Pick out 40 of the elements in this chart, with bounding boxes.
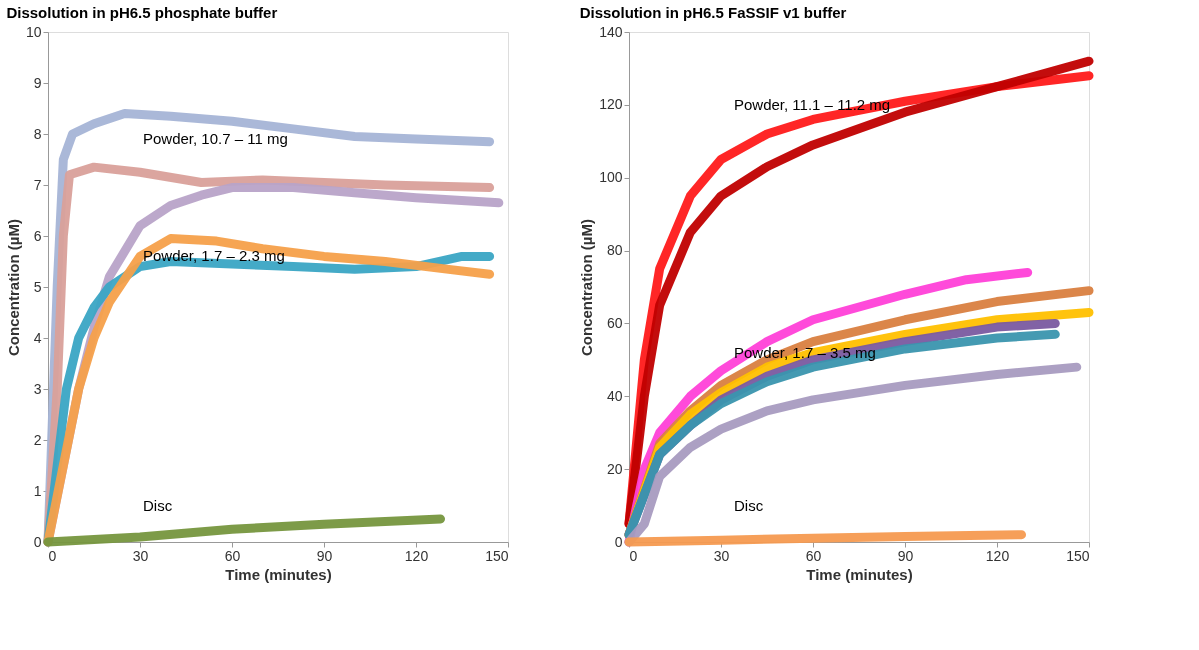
- y-tick-label: 20: [606, 460, 623, 477]
- x-tick-label: 90: [316, 547, 333, 564]
- y-tick-label: 7: [33, 176, 42, 193]
- y-tick-label: 10: [25, 23, 42, 40]
- y-tick-label: 4: [33, 329, 42, 346]
- x-tick-label: 0: [48, 547, 57, 564]
- y-tick-label: 6: [33, 227, 42, 244]
- x-tick-label: 120: [985, 547, 1010, 564]
- chart-title: Dissolution in pH6.5 phosphate buffer: [6, 4, 278, 21]
- y-tick-label: 8: [33, 125, 42, 142]
- y-tick-label: 140: [599, 23, 623, 40]
- annotation: Disc: [734, 497, 764, 514]
- x-tick-label: 150: [1066, 547, 1090, 564]
- x-tick-label: 90: [897, 547, 914, 564]
- y-tick-label: 9: [33, 74, 42, 91]
- y-tick-label: 2: [33, 431, 42, 448]
- y-axis-title: Concentration (µM): [4, 219, 22, 356]
- chart-title: Dissolution in pH6.5 FaSSIF v1 buffer: [579, 4, 847, 21]
- y-tick-label: 80: [606, 242, 623, 259]
- y-tick-label: 100: [599, 169, 623, 186]
- y-tick-label: 60: [606, 314, 623, 331]
- y-tick-label: 5: [33, 278, 42, 295]
- x-tick-label: 30: [713, 547, 730, 564]
- x-tick-label: 0: [629, 547, 638, 564]
- y-axis-title: Concentration (µM): [578, 219, 596, 356]
- y-tick-label: 0: [33, 533, 42, 550]
- x-tick-label: 60: [224, 547, 241, 564]
- x-tick-label: 120: [404, 547, 429, 564]
- y-tick-label: 3: [33, 380, 42, 397]
- y-tick-label: 1: [33, 482, 42, 499]
- y-tick-label: 120: [599, 96, 623, 113]
- annotation: Powder, 10.7 – 11 mg: [143, 130, 288, 147]
- x-tick-label: 60: [805, 547, 822, 564]
- x-tick-label: 150: [485, 547, 509, 564]
- x-tick-label: 30: [132, 547, 149, 564]
- x-axis-title: Time (minutes): [806, 565, 913, 583]
- x-axis-title: Time (minutes): [225, 565, 332, 583]
- y-tick-label: 40: [606, 387, 623, 404]
- annotation: Disc: [143, 497, 173, 514]
- y-tick-label: 0: [614, 533, 623, 550]
